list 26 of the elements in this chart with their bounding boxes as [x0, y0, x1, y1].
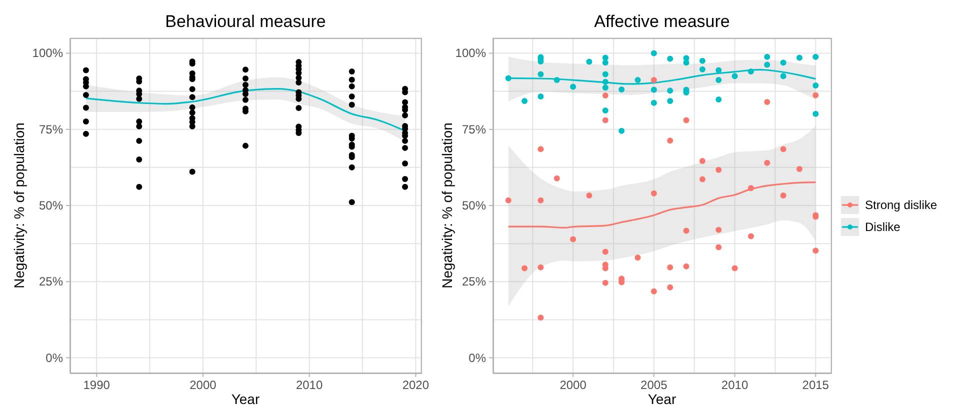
chart-title: Affective measure — [593, 12, 731, 32]
x-tick-label: 2010 — [296, 378, 323, 392]
x-axis-title: Year — [231, 391, 260, 407]
x-tick-label: 2005 — [640, 378, 668, 392]
y-axis-title: Negativity: % of population — [11, 122, 27, 288]
y-tick-label: 100% — [455, 46, 486, 60]
legend-label: Dislike — [865, 220, 900, 234]
y-tick-label: 0% — [46, 350, 64, 365]
y-tick-label: 75% — [462, 122, 486, 136]
x-tick-label: 2015 — [802, 378, 830, 392]
chart-title: Behavioural measure — [164, 12, 327, 32]
y-tick-label: 75% — [38, 122, 64, 136]
y-tick-label: 50% — [38, 198, 64, 212]
x-tick-label: 2000 — [190, 378, 217, 392]
x-tick-label: 2020 — [402, 378, 430, 392]
x-tick-label: 2010 — [721, 378, 748, 392]
x-axis-title: Year — [648, 391, 676, 407]
y-tick-label: 0% — [468, 350, 486, 365]
y-axis-title: Negativity: % of population — [439, 122, 455, 288]
y-tick-label: 25% — [38, 274, 64, 289]
y-tick-label: 100% — [32, 46, 64, 60]
y-tick-label: 25% — [462, 274, 486, 289]
x-tick-label: 2000 — [560, 378, 587, 392]
legend-label: Strong dislike — [865, 198, 938, 212]
x-tick-label: 1990 — [83, 378, 110, 392]
y-tick-label: 50% — [462, 198, 486, 212]
